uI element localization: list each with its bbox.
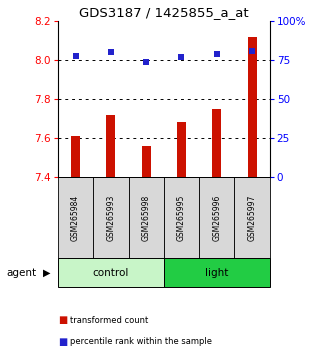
Bar	[58, 177, 93, 258]
Bar	[164, 177, 199, 258]
Bar	[128, 177, 164, 258]
Text: percentile rank within the sample: percentile rank within the sample	[70, 337, 212, 346]
Bar	[107, 115, 115, 177]
Text: ▶: ▶	[43, 268, 51, 278]
Text: ■: ■	[58, 337, 67, 347]
Text: GSM265998: GSM265998	[142, 195, 151, 241]
Bar	[234, 177, 270, 258]
Text: GSM265996: GSM265996	[212, 194, 221, 241]
Text: GSM265995: GSM265995	[177, 194, 186, 241]
Text: ■: ■	[58, 315, 67, 325]
Text: transformed count: transformed count	[70, 316, 148, 325]
Bar	[58, 258, 164, 287]
Bar	[248, 37, 257, 177]
Text: control: control	[93, 268, 129, 278]
Bar	[93, 177, 128, 258]
Bar	[213, 109, 221, 177]
Title: GDS3187 / 1425855_a_at: GDS3187 / 1425855_a_at	[79, 6, 249, 19]
Bar	[164, 258, 270, 287]
Text: GSM265984: GSM265984	[71, 195, 80, 241]
Bar	[142, 146, 151, 177]
Text: GSM265993: GSM265993	[106, 194, 116, 241]
Text: GSM265997: GSM265997	[248, 194, 257, 241]
Text: light: light	[205, 268, 228, 278]
Bar	[199, 177, 234, 258]
Bar	[177, 122, 186, 177]
Text: agent: agent	[7, 268, 37, 278]
Bar	[71, 136, 80, 177]
